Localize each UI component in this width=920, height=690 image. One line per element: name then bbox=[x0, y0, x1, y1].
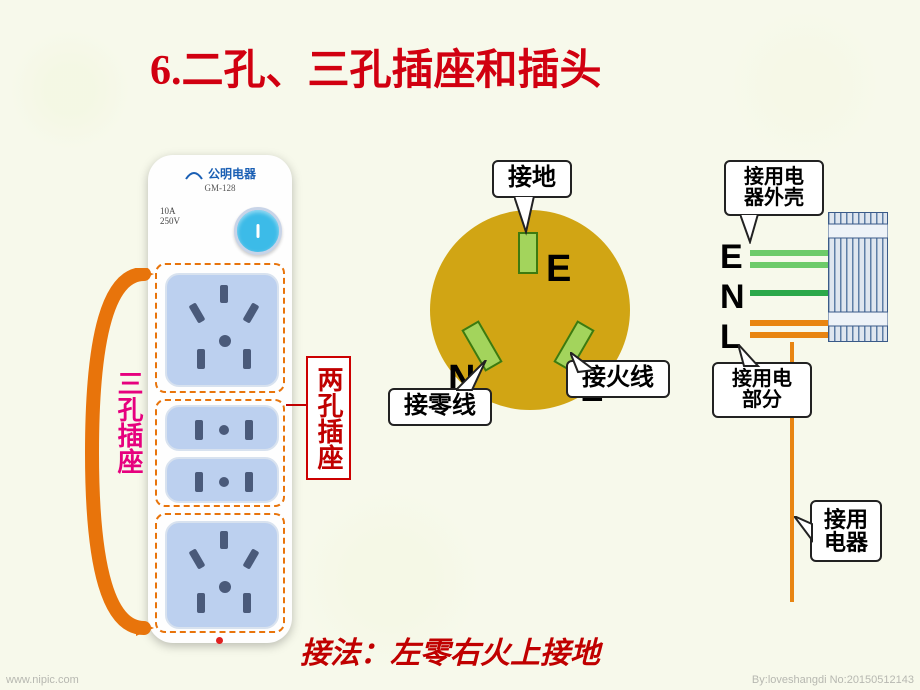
power-strip: 公明电器 GM-128 10A 250V bbox=[148, 155, 292, 643]
wiring-rule-text: 左零右火上接地 bbox=[390, 637, 600, 670]
outlet-2hole-b[interactable] bbox=[165, 457, 279, 503]
callout-live-tail bbox=[570, 352, 600, 376]
two-hole-connector bbox=[286, 390, 312, 420]
callout-shell: 接用电 器外壳 bbox=[724, 160, 824, 216]
outlet-3hole-top[interactable] bbox=[165, 273, 279, 387]
callout-appliance-tail bbox=[794, 516, 816, 546]
callout-shell-l1: 接用电 bbox=[744, 167, 804, 188]
strip-header: 公明电器 GM-128 bbox=[148, 165, 292, 193]
watermark-right: By:loveshangdi No:20150512143 bbox=[752, 674, 914, 686]
callout-userpart-tail bbox=[738, 344, 764, 368]
outlet-group-bot bbox=[155, 513, 285, 633]
callout-userpart: 接用电 部分 bbox=[712, 362, 812, 418]
outlet-3hole-bot[interactable] bbox=[165, 521, 279, 629]
wire-e-2 bbox=[750, 262, 832, 268]
callout-userpart-l1: 接用电 bbox=[732, 369, 792, 390]
wiring-rule-prefix: 接法： bbox=[300, 637, 390, 670]
letter-e: E bbox=[546, 248, 571, 291]
callout-userpart-l2: 部分 bbox=[742, 390, 782, 411]
wire-l bbox=[750, 320, 832, 326]
page-title: 6.二孔、三孔插座和插头 bbox=[150, 36, 602, 97]
bg-flower-1 bbox=[10, 30, 130, 150]
callout-appliance-l2: 电器 bbox=[824, 531, 868, 554]
wire-n bbox=[750, 290, 832, 296]
wire-l-2 bbox=[750, 332, 832, 338]
rating-volts: 250V bbox=[160, 217, 180, 227]
power-led bbox=[216, 637, 223, 644]
label-three-hole: 三孔插座 bbox=[110, 370, 147, 474]
callout-shell-tail bbox=[740, 214, 766, 244]
callout-neutral-tail bbox=[456, 360, 492, 394]
callout-ground-tail bbox=[514, 196, 540, 236]
model-text: GM-128 bbox=[148, 183, 292, 193]
callout-appliance: 接用 电器 bbox=[810, 500, 882, 562]
rating-label: 10A 250V bbox=[160, 207, 180, 227]
brand-text: 公明电器 bbox=[208, 167, 256, 181]
outlet-2hole-a[interactable] bbox=[165, 405, 279, 451]
label-two-hole: 两孔插座 bbox=[306, 356, 351, 480]
plug-letter-n: N bbox=[720, 278, 745, 317]
callout-shell-l2: 器外壳 bbox=[744, 188, 804, 209]
bg-flower-2 bbox=[730, 10, 880, 160]
pin-earth bbox=[518, 232, 538, 274]
power-button[interactable] bbox=[234, 207, 282, 255]
plug-body bbox=[828, 212, 888, 342]
callout-appliance-l1: 接用 bbox=[824, 508, 868, 531]
wiring-rule: 接法：左零右火上接地 bbox=[300, 628, 600, 672]
callout-ground: 接地 bbox=[492, 160, 572, 198]
watermark-left: www.nipic.com bbox=[6, 674, 79, 686]
outlet-group-mid bbox=[155, 399, 285, 507]
wire-e bbox=[750, 250, 832, 256]
outlet-group-top bbox=[155, 263, 285, 393]
